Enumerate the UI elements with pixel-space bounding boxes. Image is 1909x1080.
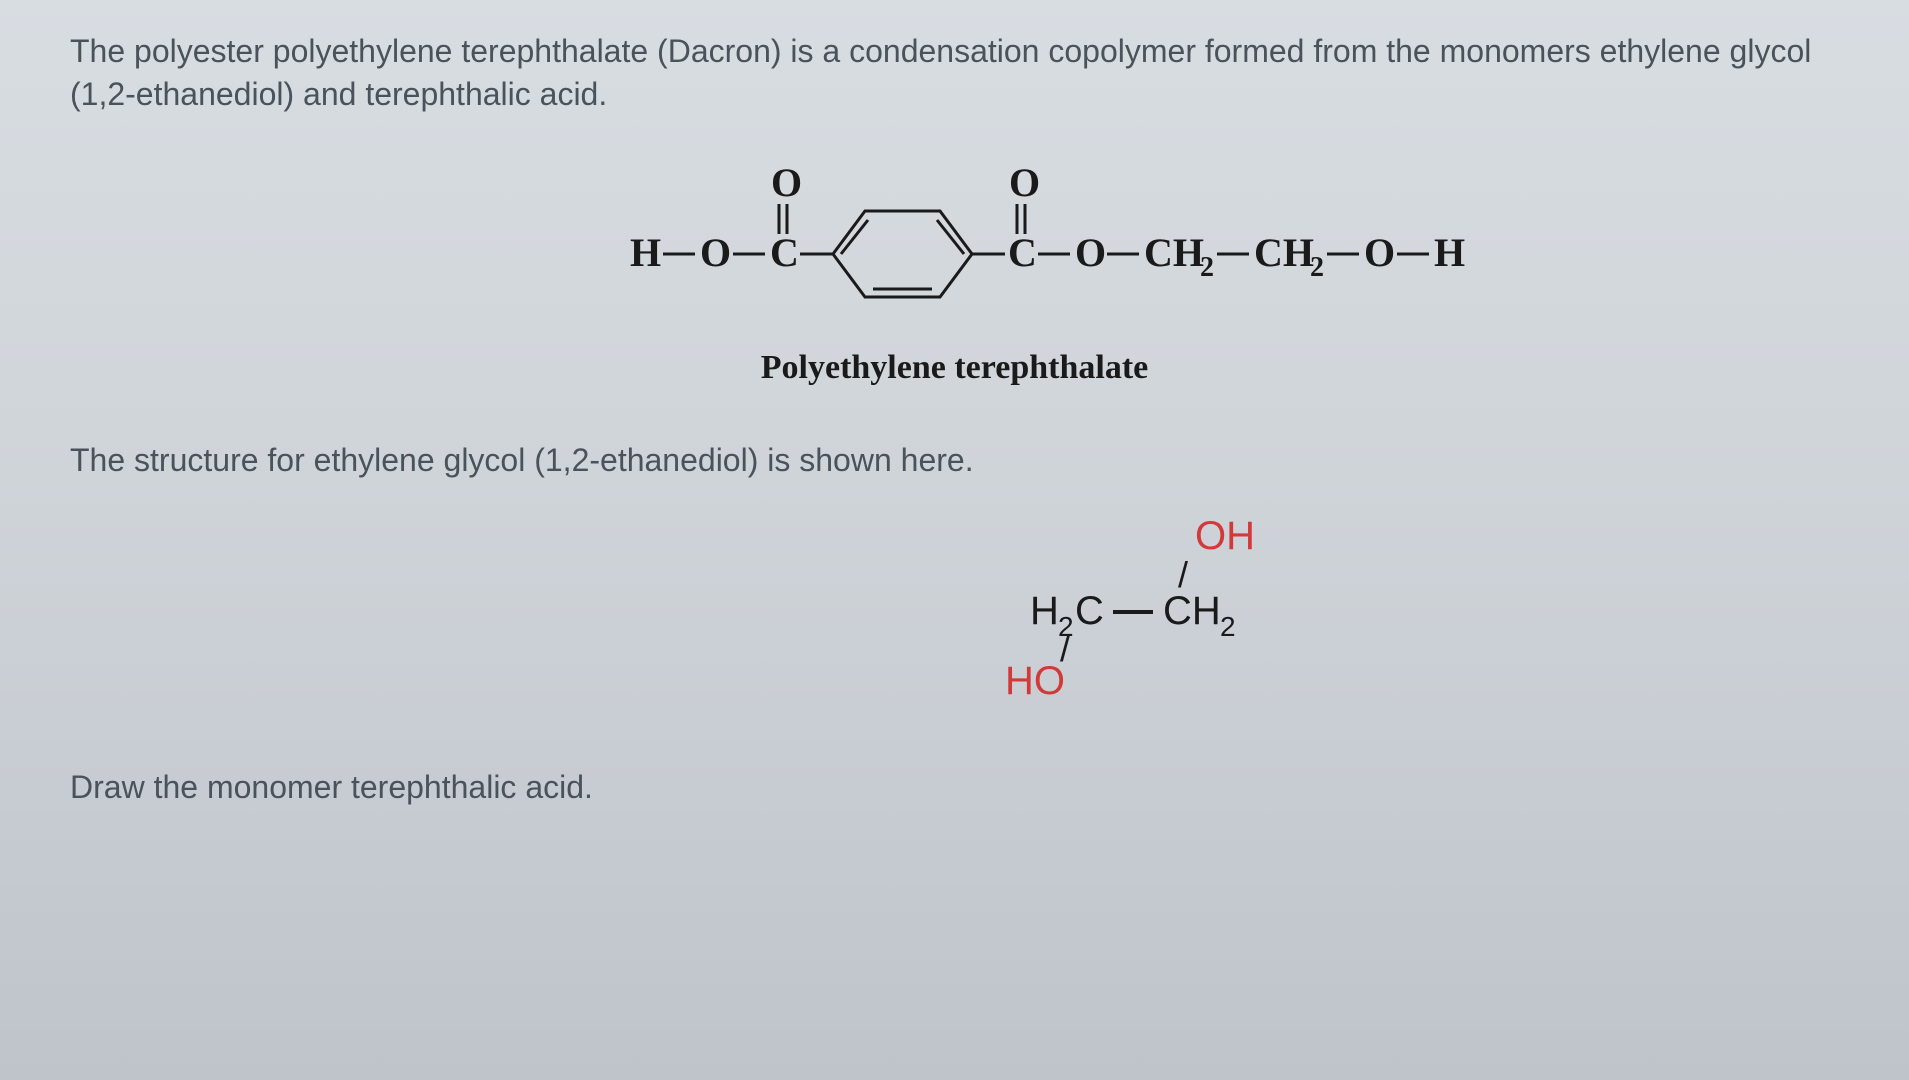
polymer-structure: H O C O C O <box>70 156 1839 387</box>
svg-text:H: H <box>1434 230 1465 275</box>
svg-text:O: O <box>1364 230 1395 275</box>
svg-text:CH: CH <box>1254 230 1314 275</box>
svg-text:O: O <box>771 160 802 205</box>
svg-text:C: C <box>1008 230 1037 275</box>
intro-paragraph: The polyester polyethylene terephthalate… <box>70 30 1839 116</box>
final-paragraph: Draw the monomer terephthalic acid. <box>70 769 1839 806</box>
svg-text:H: H <box>1030 589 1059 633</box>
svg-text:OH: OH <box>1195 514 1255 558</box>
svg-text:2: 2 <box>1310 252 1324 283</box>
svg-text:CH: CH <box>1163 589 1221 633</box>
mid-paragraph: The structure for ethylene glycol (1,2-e… <box>70 442 1839 479</box>
svg-text:C: C <box>770 230 799 275</box>
svg-text:C: C <box>1075 589 1104 633</box>
svg-text:O: O <box>700 230 731 275</box>
svg-text:2: 2 <box>1220 611 1236 642</box>
polymer-svg: H O C O C O <box>355 156 1555 326</box>
glycol-structure: OH / H 2 C CH 2 / HO <box>420 509 1839 714</box>
polymer-caption: Polyethylene terephthalate <box>70 349 1839 387</box>
svg-text:O: O <box>1009 160 1040 205</box>
svg-text:CH: CH <box>1144 230 1204 275</box>
svg-text:HO: HO <box>1005 659 1065 703</box>
svg-text:2: 2 <box>1200 252 1214 283</box>
svg-text:O: O <box>1075 230 1106 275</box>
svg-text:H: H <box>630 230 661 275</box>
glycol-svg: OH / H 2 C CH 2 / HO <box>930 509 1330 709</box>
